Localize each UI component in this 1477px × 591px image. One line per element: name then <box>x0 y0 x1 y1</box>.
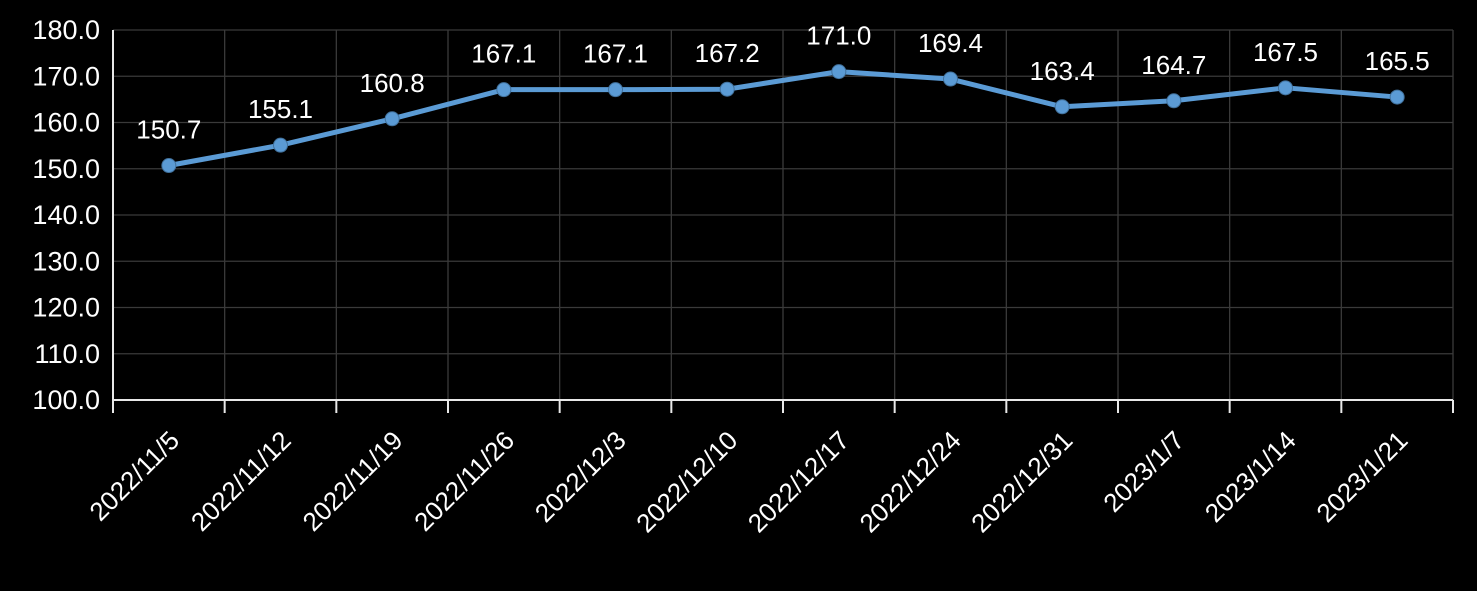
data-label: 167.1 <box>471 39 536 69</box>
data-point-marker <box>496 82 512 98</box>
data-point-marker <box>161 158 177 174</box>
y-tick-label: 160.0 <box>32 108 100 138</box>
data-label: 155.1 <box>248 94 313 124</box>
data-label: 167.2 <box>695 38 760 68</box>
y-tick-label: 130.0 <box>32 246 100 276</box>
data-label: 163.4 <box>1030 56 1095 86</box>
y-tick-label: 180.0 <box>32 15 100 45</box>
data-point-marker <box>1278 80 1293 96</box>
data-label: 169.4 <box>918 28 983 58</box>
data-label: 150.7 <box>136 115 201 145</box>
data-label: 171.0 <box>806 21 871 51</box>
data-point-marker <box>1054 99 1070 115</box>
data-label: 160.8 <box>360 68 425 98</box>
data-label: 165.5 <box>1365 46 1430 76</box>
y-tick-label: 140.0 <box>32 200 100 230</box>
data-point-marker <box>608 82 623 98</box>
series-line <box>166 69 1400 169</box>
data-point-marker <box>1389 89 1405 105</box>
y-tick-label: 170.0 <box>32 61 100 91</box>
data-label: 167.1 <box>583 39 648 69</box>
data-point-marker <box>831 64 847 80</box>
data-label: 164.7 <box>1141 50 1206 80</box>
data-point-marker <box>273 137 288 153</box>
y-tick-label: 110.0 <box>34 339 100 369</box>
data-point-marker <box>384 111 400 127</box>
data-point-marker <box>943 71 958 87</box>
y-tick-label: 150.0 <box>32 154 100 184</box>
y-tick-label: 120.0 <box>32 293 100 323</box>
data-point-marker <box>719 81 735 97</box>
y-tick-label: 100.0 <box>32 385 100 415</box>
data-label: 167.5 <box>1253 37 1318 67</box>
data-point-marker <box>1166 93 1182 109</box>
